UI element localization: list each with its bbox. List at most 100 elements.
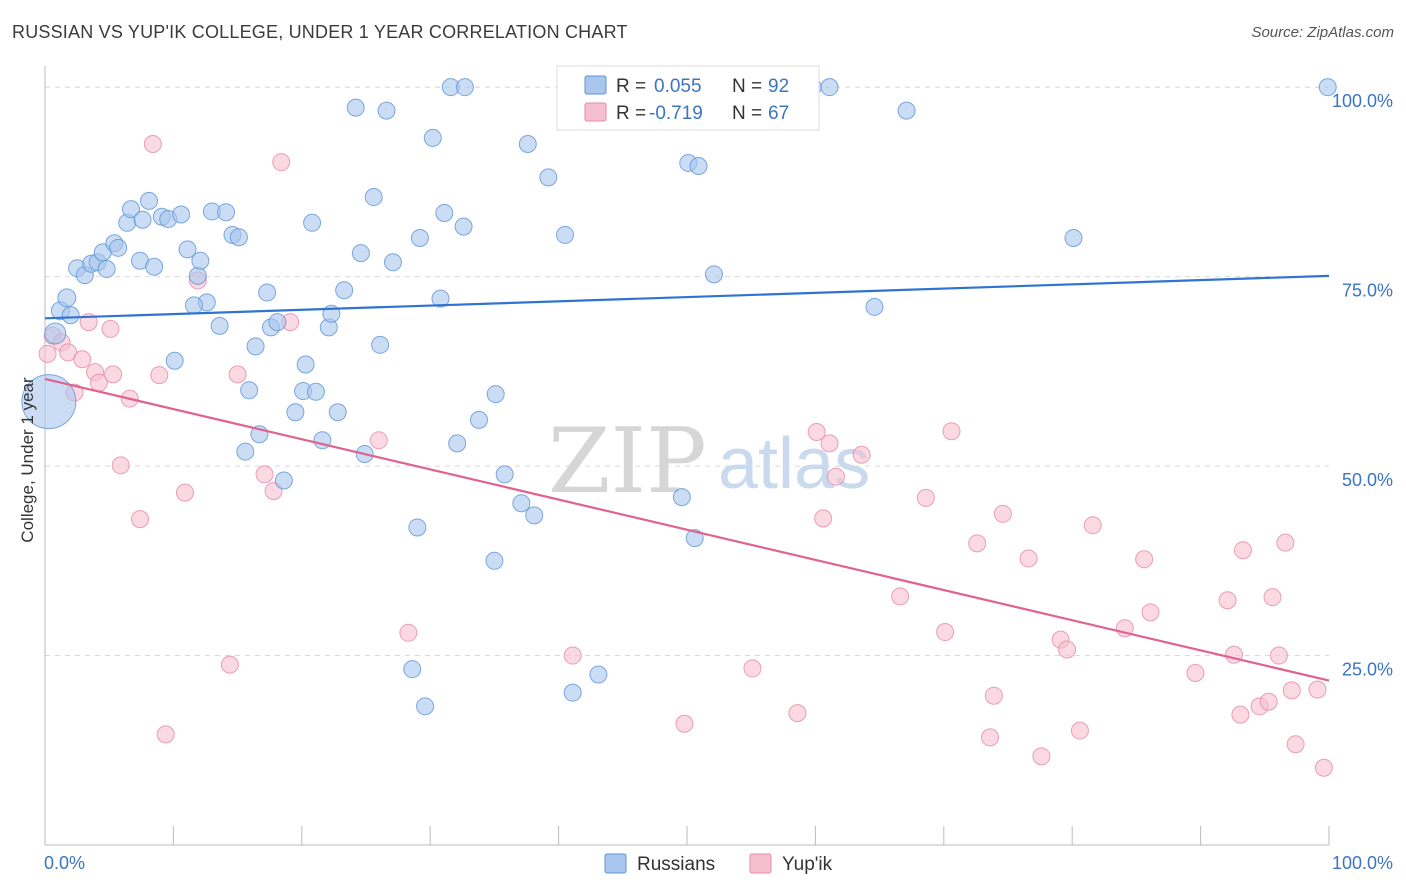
- russians-point: [274, 471, 293, 490]
- russians-point: [455, 78, 474, 97]
- russians-point: [133, 210, 152, 229]
- yupik-point: [228, 365, 247, 384]
- russians-point: [865, 297, 884, 316]
- russians-swatch: [584, 75, 607, 95]
- yupik-point: [1314, 758, 1333, 777]
- yupik-point: [820, 434, 839, 453]
- russians-point: [1318, 78, 1337, 97]
- yupik-point: [150, 366, 169, 385]
- russians-point: [335, 281, 354, 300]
- yupik-point: [891, 587, 910, 606]
- russians-point: [383, 253, 402, 272]
- russians-point: [556, 225, 575, 244]
- russians-point: [61, 306, 80, 325]
- russians-point: [191, 251, 210, 270]
- russians-point: [820, 78, 839, 97]
- axes: [44, 66, 1330, 846]
- y-tick-label-75: 75.0%: [1342, 281, 1393, 301]
- russians-point: [469, 410, 488, 429]
- yupik-point: [942, 422, 961, 441]
- yupik-point: [220, 655, 239, 674]
- russians-point: [21, 374, 77, 430]
- legend-yupik-swatch: [749, 853, 772, 874]
- yupik-point: [101, 319, 120, 338]
- russians-point: [563, 683, 582, 702]
- russians-point: [178, 240, 197, 259]
- yupik-r-label: R =: [616, 103, 646, 124]
- yupik-point: [1259, 692, 1278, 711]
- russians-n-value: 92: [768, 76, 789, 97]
- russians-point: [364, 188, 383, 207]
- yupik-r-value: -0.719: [649, 103, 703, 124]
- russians-point: [145, 257, 164, 276]
- russians-point: [306, 382, 325, 401]
- chart-title: RUSSIAN VS YUP'IK COLLEGE, UNDER 1 YEAR …: [12, 22, 628, 42]
- yupik-point: [1218, 591, 1237, 610]
- x-tick-label-min: 0.0%: [44, 853, 85, 873]
- yupik-point: [1186, 663, 1205, 682]
- y-tick-label-25: 25.0%: [1342, 660, 1393, 680]
- russians-point: [184, 296, 203, 315]
- russians-point: [403, 660, 422, 679]
- russians-point: [377, 101, 396, 120]
- y-tick-label-100: 100.0%: [1332, 91, 1393, 111]
- russians-point: [286, 403, 305, 422]
- russians-point: [351, 244, 370, 263]
- russians-n-label: N =: [732, 76, 762, 97]
- yupik-point: [788, 704, 807, 723]
- yupik-n-label: N =: [732, 103, 762, 124]
- yupik-point: [1308, 680, 1327, 699]
- yupik-point: [675, 714, 694, 733]
- yupik-point: [143, 134, 162, 153]
- russians-point: [371, 335, 390, 354]
- russians-point: [122, 200, 141, 219]
- series-legend: Russians Yup'ik: [604, 853, 833, 875]
- yupik-point: [1233, 541, 1252, 560]
- yupik-point: [131, 510, 150, 529]
- yupik-point: [968, 534, 987, 553]
- russians-point: [435, 203, 454, 222]
- yupik-point: [255, 465, 274, 484]
- russians-point: [188, 266, 207, 285]
- russians-point: [268, 313, 287, 332]
- russians-point: [672, 488, 691, 507]
- yupik-point: [814, 509, 833, 528]
- yupik-point: [73, 350, 92, 369]
- russians-point: [704, 265, 723, 284]
- russians-point: [217, 203, 236, 222]
- russians-point: [296, 355, 315, 374]
- yupik-point: [38, 344, 57, 363]
- yupik-point: [1269, 646, 1288, 665]
- legend-russians-swatch: [604, 853, 627, 874]
- russians-point: [97, 260, 116, 279]
- russians-point: [328, 403, 347, 422]
- russians-point: [416, 697, 435, 716]
- yupik-point: [563, 646, 582, 665]
- yupik-point: [104, 365, 123, 384]
- legend-russians-label: Russians: [637, 854, 715, 875]
- russians-point: [448, 434, 467, 453]
- stats-legend: R = 0.055 N = 92 R = -0.719 N = 67: [556, 65, 820, 131]
- yupik-point: [1141, 603, 1160, 622]
- yupik-point: [807, 422, 826, 441]
- russians-point: [210, 316, 229, 335]
- russians-point: [431, 289, 450, 308]
- yupik-point: [1058, 640, 1077, 659]
- russians-point: [486, 385, 505, 404]
- yupik-point: [984, 686, 1003, 705]
- russians-point: [1064, 228, 1083, 247]
- russians-point: [689, 156, 708, 175]
- y-tick-label-50: 50.0%: [1342, 470, 1393, 490]
- y-axis-title: College, Under 1 year: [18, 377, 37, 543]
- yupik-point: [1019, 549, 1038, 568]
- russians-point: [518, 134, 537, 153]
- russians-point: [236, 442, 255, 461]
- russians-point: [485, 551, 504, 570]
- yupik-point: [936, 623, 955, 642]
- russians-point: [423, 128, 442, 147]
- russians-point: [172, 205, 191, 224]
- y-tick-labels: 25.0% 50.0% 75.0% 100.0%: [1332, 91, 1393, 679]
- trendlines: [44, 274, 1330, 682]
- watermark-atlas: atlas: [718, 424, 870, 504]
- russians-point: [408, 518, 427, 537]
